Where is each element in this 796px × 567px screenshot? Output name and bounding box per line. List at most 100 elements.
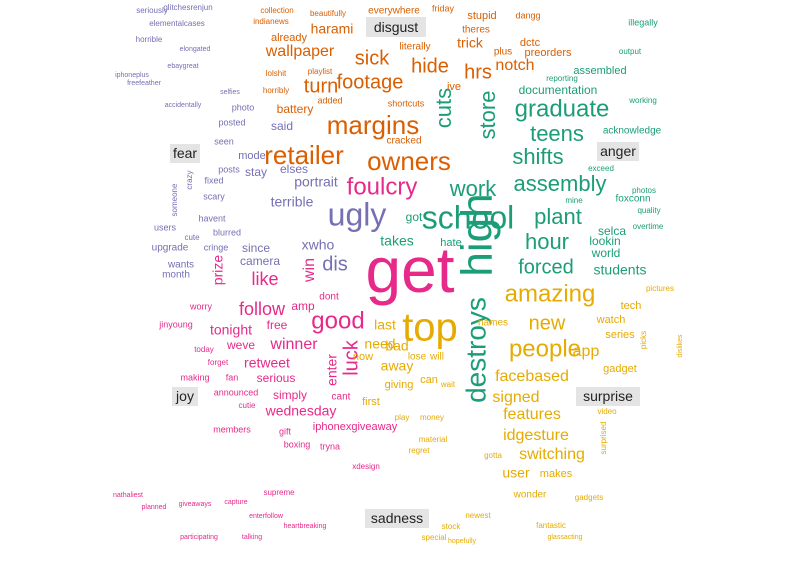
word-store: store xyxy=(475,91,500,140)
word-last: last xyxy=(374,317,396,333)
word-dis: dis xyxy=(322,253,348,275)
word-picks: picks xyxy=(639,331,648,349)
word-surprised: surprised xyxy=(599,422,608,455)
word-win: win xyxy=(301,258,318,283)
word-can: can xyxy=(420,374,438,386)
word-giveaways: giveaways xyxy=(179,501,212,508)
word-portrait: portrait xyxy=(294,174,338,190)
word-elementalcases: elementalcases xyxy=(149,19,205,28)
word-pictures: pictures xyxy=(646,284,674,293)
word-gotta: gotta xyxy=(484,451,502,460)
word-xdesign: xdesign xyxy=(352,462,380,471)
word-notch: notch xyxy=(495,57,534,74)
word-posted: posted xyxy=(218,117,245,127)
word-retailer: retailer xyxy=(264,140,344,170)
word-glitchesrenjun: glitchesrenjun xyxy=(163,3,212,12)
word-acknowledge: acknowledge xyxy=(603,126,662,137)
word-harami: harami xyxy=(311,21,354,37)
word-theres: theres xyxy=(462,25,490,36)
word-selca: selca xyxy=(598,224,626,238)
emotion-label-fear: fear xyxy=(170,144,200,163)
word-assembly: assembly xyxy=(514,171,607,196)
word-crazy: crazy xyxy=(185,170,194,189)
word-since: since xyxy=(242,241,270,255)
emotion-label-sadness: sadness xyxy=(365,509,429,528)
word-working: working xyxy=(628,96,657,105)
word-hrs: hrs xyxy=(464,61,492,83)
emotion-label-surprise-text: surprise xyxy=(583,388,633,404)
emotion-label-joy-text: joy xyxy=(175,388,194,404)
word-talking: talking xyxy=(242,534,262,541)
emotion-label-fear-text: fear xyxy=(173,145,197,161)
word-cracked: cracked xyxy=(386,136,421,147)
word-gadgets: gadgets xyxy=(575,493,603,502)
word-seen: seen xyxy=(214,136,234,146)
word-enterfollow: enterfollow xyxy=(249,513,284,520)
word-jinyoung: jinyoung xyxy=(158,319,193,329)
word-blurred: blurred xyxy=(213,227,241,237)
word-added: added xyxy=(317,95,342,105)
word-battery: battery xyxy=(277,102,314,116)
word-facebased: facebased xyxy=(495,368,569,385)
word-nathaliest: nathaliest xyxy=(113,492,143,499)
word-boxing: boxing xyxy=(284,439,311,449)
word-takes: takes xyxy=(380,233,413,249)
word-simply: simply xyxy=(273,388,307,402)
word-today: today xyxy=(194,345,214,354)
word-horrible: horrible xyxy=(136,35,163,44)
word-school: school xyxy=(422,199,515,235)
word-plant: plant xyxy=(534,204,582,229)
word-luck: luck xyxy=(340,339,362,376)
word-participating: participating xyxy=(180,534,218,541)
word-users: users xyxy=(154,222,177,232)
word-glassacting: glassacting xyxy=(547,534,582,541)
word-assembled: assembled xyxy=(573,65,626,77)
word-high: high xyxy=(453,193,502,276)
word-hopefully: hopefully xyxy=(448,538,477,545)
word-weve: weve xyxy=(226,338,255,352)
word-foxconn: foxconn xyxy=(615,194,650,205)
word-makes: makes xyxy=(540,468,573,480)
word-students: students xyxy=(594,262,647,278)
word-fantastic: fantastic xyxy=(536,521,566,530)
word-terrible: terrible xyxy=(271,194,314,210)
word-documentation: documentation xyxy=(519,83,598,97)
word-stupid: stupid xyxy=(467,10,496,22)
word-photo: photo xyxy=(232,102,255,112)
word-like: like xyxy=(251,269,278,289)
word-will: will xyxy=(429,352,444,363)
word-winner: winner xyxy=(269,336,318,353)
word-hour: hour xyxy=(525,229,569,254)
word-first: first xyxy=(362,396,380,408)
word-supreme: supreme xyxy=(263,488,295,497)
word-gadget: gadget xyxy=(603,363,637,375)
word-preorders: preorders xyxy=(524,47,572,59)
word-dont: dont xyxy=(319,292,339,303)
word-graduate: graduate xyxy=(515,95,610,122)
word-selfies: selfies xyxy=(220,89,240,96)
word-app: app xyxy=(573,343,600,360)
word-freefeather: freefeather xyxy=(127,80,162,87)
emotion-label-sadness-text: sadness xyxy=(371,510,423,526)
word-owners: owners xyxy=(367,146,451,176)
word-indianews: indianews xyxy=(253,17,289,26)
word-everywhere: everywhere xyxy=(368,6,420,17)
word-camera: camera xyxy=(240,254,280,268)
word-announced: announced xyxy=(214,387,259,397)
word-tonight: tonight xyxy=(210,322,252,338)
emotion-label-anger: anger xyxy=(597,142,639,161)
emotion-label-disgust: disgust xyxy=(366,17,426,37)
word-series: series xyxy=(605,329,635,341)
word-destroys: destroys xyxy=(460,297,491,403)
word-lookin: lookin xyxy=(589,234,620,248)
word-posts: posts xyxy=(218,164,240,174)
word-footage: footage xyxy=(337,71,404,93)
word-now: now xyxy=(353,351,373,363)
word-wednesday: wednesday xyxy=(265,403,337,419)
word-cutie: cutie xyxy=(239,401,256,410)
word-dangg: dangg xyxy=(515,10,540,20)
word-exceed: exceed xyxy=(588,164,614,173)
word-cute: cute xyxy=(184,233,200,242)
